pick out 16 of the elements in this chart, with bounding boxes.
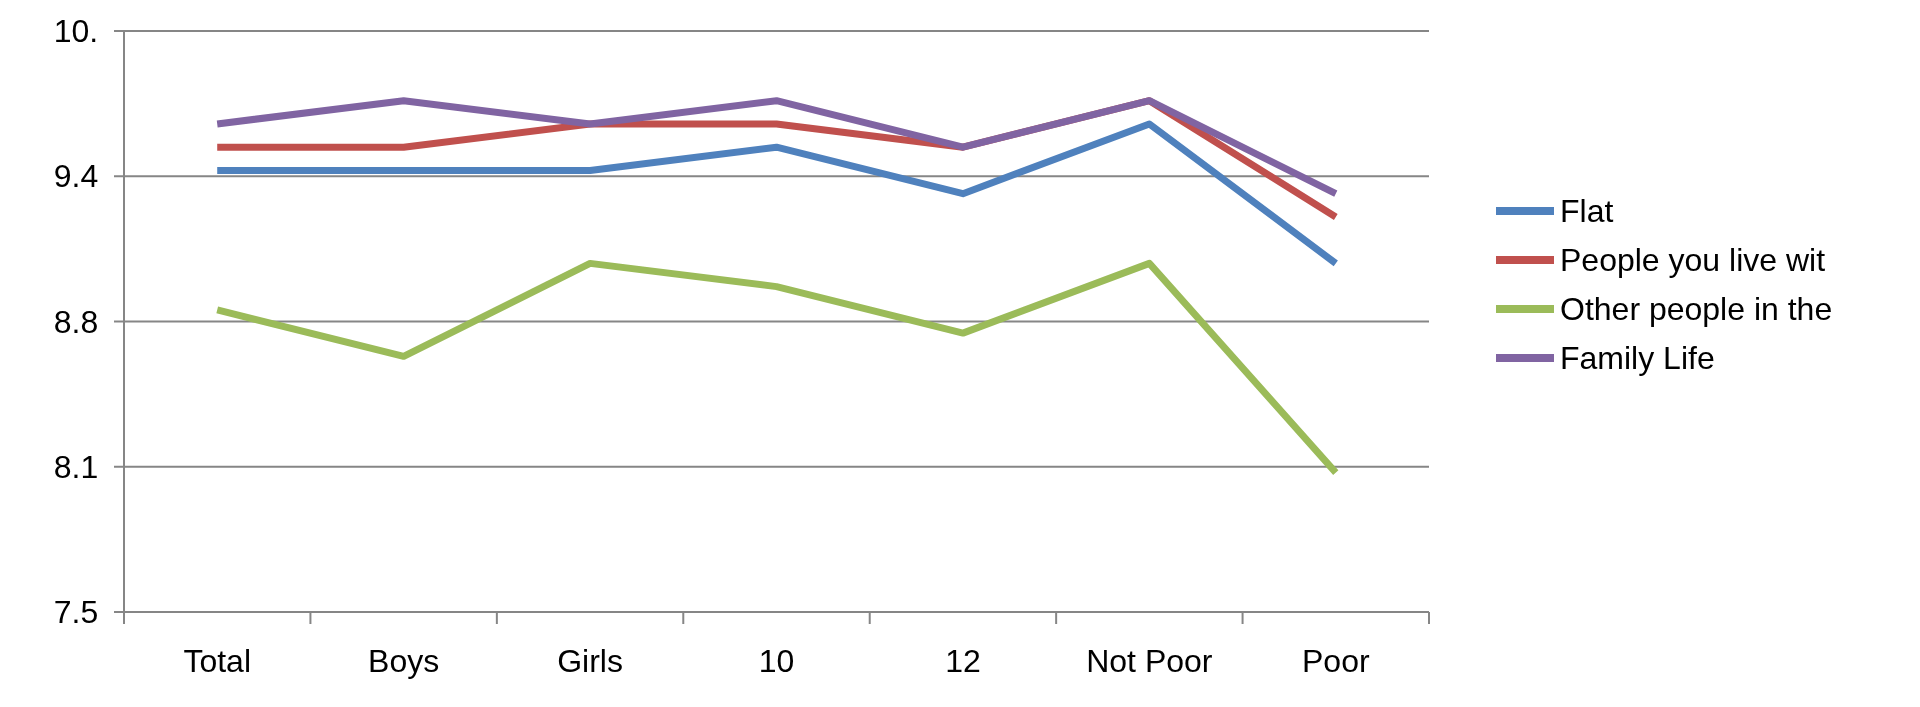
y-tick-label: 7.5 xyxy=(53,594,99,630)
legend-label: Other people in the xyxy=(1560,291,1833,327)
y-tick-label: 10. xyxy=(53,13,99,49)
x-tick-label: Not Poor xyxy=(1086,643,1213,679)
x-tick-label: 12 xyxy=(945,643,981,679)
x-tick-label: Boys xyxy=(368,643,440,679)
x-tick-label: Girls xyxy=(557,643,623,679)
x-tick-label: Poor xyxy=(1301,643,1370,679)
x-tick-label: 10 xyxy=(758,643,795,679)
y-tick-label: 8.1 xyxy=(53,448,99,485)
y-tick-label: 9.4 xyxy=(53,158,99,195)
y-tick-label: 8.8 xyxy=(53,303,99,340)
legend-label: Family Life xyxy=(1560,340,1715,376)
legend-label: People you live wit xyxy=(1560,242,1826,278)
legend-label: Flat xyxy=(1560,193,1614,229)
x-tick-label: Total xyxy=(183,643,252,679)
